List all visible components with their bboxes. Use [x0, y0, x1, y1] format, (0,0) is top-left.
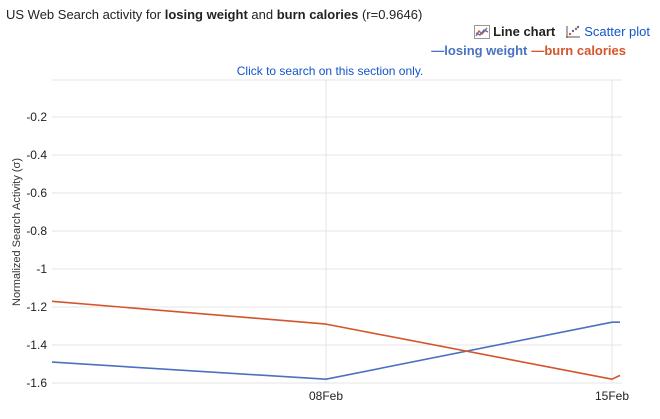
chart-series [51, 300, 621, 381]
line-chart-button[interactable]: Line chart [474, 24, 555, 39]
title-correlation: (r=0.9646) [358, 7, 423, 22]
y-tick-label: -0.4 [26, 148, 47, 162]
line-chart-label: Line chart [493, 24, 556, 39]
x-tick-labels: 08Feb 15Feb [309, 389, 629, 403]
line-chart-icon [474, 24, 491, 39]
legend-item-losing-weight[interactable]: —losing weight [431, 43, 528, 58]
x-tick-label: 15Feb [595, 389, 629, 403]
chart-grid [52, 79, 622, 384]
y-tick-label: -0.2 [26, 110, 47, 124]
title-conjunction: and [247, 7, 277, 22]
y-tick-label: -1 [36, 262, 47, 276]
scatter-plot-icon [566, 25, 581, 38]
series-line-losing-weight[interactable] [51, 321, 620, 381]
y-tick-label: -0.6 [26, 186, 47, 200]
title-prefix: US Web Search activity for [6, 7, 165, 22]
title-term-burn-calories: burn calories [276, 7, 359, 22]
chart-title: US Web Search activity for losing weight… [6, 7, 422, 22]
legend-item-burn-calories[interactable]: —burn calories [531, 43, 626, 58]
search-section-hint[interactable]: Click to search on this section only. [236, 64, 424, 78]
title-term-losing-weight: losing weight [164, 7, 248, 22]
x-tick-label: 08Feb [309, 389, 343, 403]
chart-legend: —losing weight —burn calories [431, 43, 626, 58]
y-tick-label: -1.4 [26, 338, 47, 352]
y-tick-labels: -0.2 -0.4 -0.6 -0.8 -1 -1.2 -1.4 -1.6 [26, 110, 47, 390]
series-line-burn-calories[interactable] [51, 300, 621, 381]
y-tick-label: -0.8 [26, 224, 47, 238]
y-tick-label: -1.6 [26, 376, 47, 390]
scatter-plot-label: Scatter plot [584, 24, 650, 39]
chart-type-toggles: Line chart Scatter plot [474, 24, 650, 39]
scatter-plot-button[interactable]: Scatter plot [565, 24, 650, 39]
y-tick-label: -1.2 [26, 300, 47, 314]
y-axis-label: Normalized Search Activity (σ) [11, 158, 23, 306]
